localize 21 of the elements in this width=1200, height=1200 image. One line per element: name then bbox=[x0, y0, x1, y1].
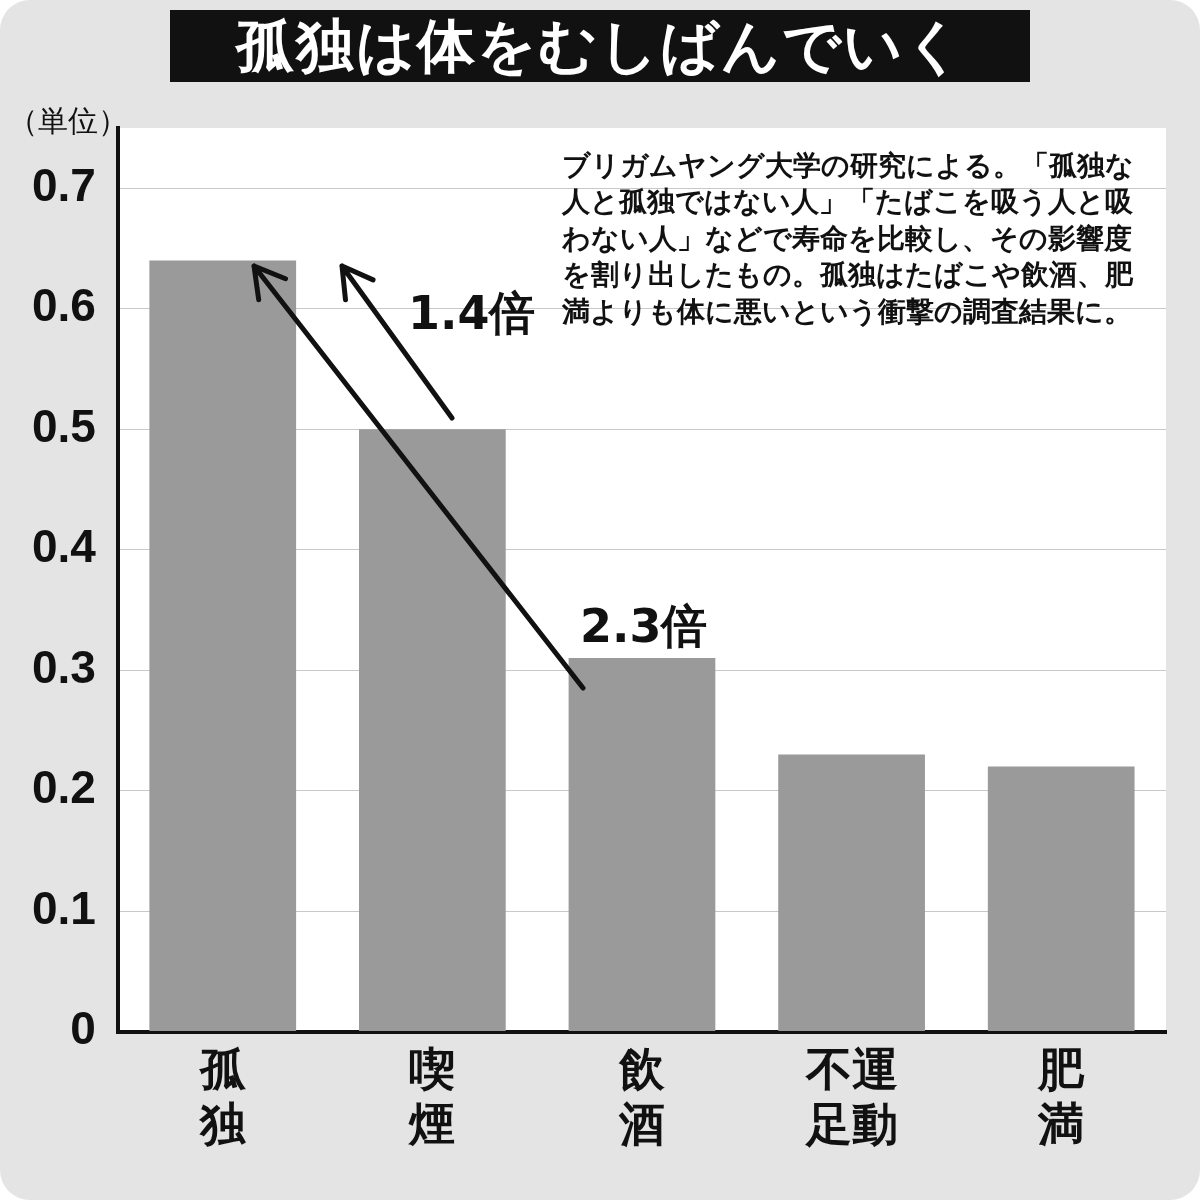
chart-title: 孤独は体をむしばんでいく bbox=[170, 10, 1030, 82]
x-tick-label: 孤独 bbox=[197, 1042, 246, 1152]
bar bbox=[987, 766, 1135, 1032]
y-tick-label: 0.1 bbox=[31, 881, 96, 934]
annotation: 2.3倍 bbox=[580, 598, 708, 655]
x-tick-label: 喫煙 bbox=[407, 1042, 456, 1152]
y-tick-label: 0.3 bbox=[31, 640, 96, 693]
y-tick-label: 0.2 bbox=[31, 761, 96, 814]
x-tick-label: 飲酒 bbox=[617, 1042, 665, 1152]
annotation: ブリガムヤング大学の研究による。「孤独な人と孤独ではない人」「たばこを吸う人と吸わない人」などで寿命を比較し、その影響度を割り出したもの。孤独はたばこや飲酒、肥満よりも体に悪いという衝撃の調査結果に。 bbox=[562, 148, 1135, 330]
annotation: 1.4倍 bbox=[408, 285, 536, 342]
y-tick-label: 0.7 bbox=[31, 158, 96, 211]
x-tick-label: 不運足動 bbox=[803, 1042, 898, 1152]
y-tick-label: 0.4 bbox=[31, 520, 97, 573]
y-tick-label: 0 bbox=[70, 1002, 96, 1055]
y-tick-label: 0.5 bbox=[31, 399, 96, 452]
bar bbox=[568, 658, 716, 1032]
y-tick-label: 0.6 bbox=[31, 279, 96, 332]
x-tick-label: 肥満 bbox=[1037, 1042, 1086, 1152]
y-axis-title: （単位） bbox=[8, 102, 128, 138]
bar bbox=[778, 754, 925, 1032]
